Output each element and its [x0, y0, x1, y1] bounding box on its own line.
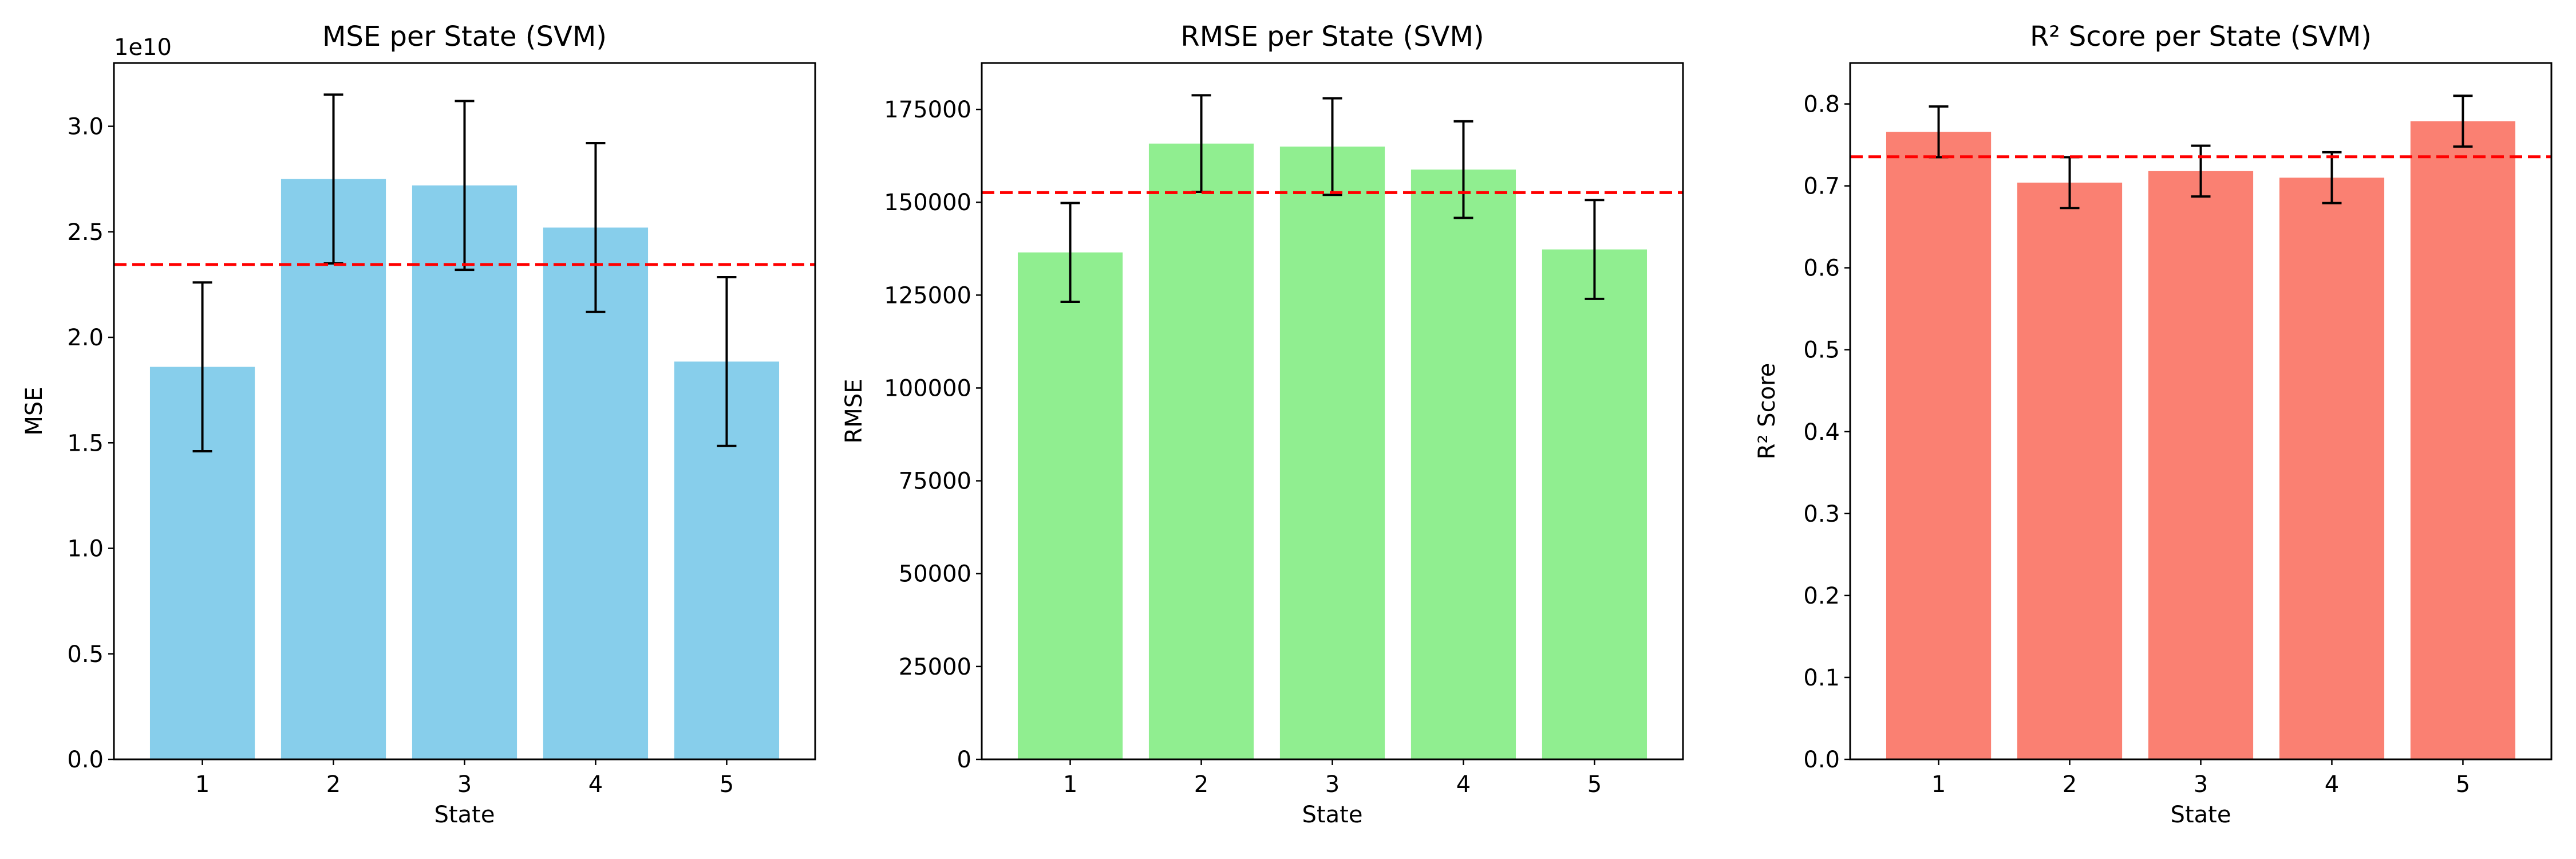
bar-state-3	[1279, 146, 1385, 759]
y-tick-label: 150000	[884, 190, 971, 216]
error-bar-state-4	[586, 142, 606, 313]
chart-title: RMSE per State (SVM)	[1180, 21, 1484, 53]
y-tick-label: 50000	[899, 561, 971, 588]
x-tick-label: 1	[195, 771, 210, 798]
x-tick-label: 1	[1063, 771, 1077, 798]
bar-state-5	[1542, 249, 1647, 759]
chart-panel-3: 0.0 0.1 0.2 0.3 0.4 0.5 0.6 0.7 0.8 1 2 3 4 5 R² Score…	[1754, 21, 2553, 828]
bar-state-2	[2017, 182, 2123, 760]
y-tick-label: 0.5	[1803, 337, 1840, 364]
chart-panel-2: 0 25000 50000 75000 100000 125000 150000 175000…	[841, 21, 1684, 828]
y-tick-label: 0.7	[1803, 174, 1840, 200]
y-tick-label: 0.3	[1803, 501, 1840, 527]
error-bar-state-4	[2322, 151, 2342, 204]
chart-panel-1: 0.0 0.5 1.0 1.5 2.0 2.5 3.0 1 2 3 4 5 MSE per State …	[21, 21, 816, 828]
x-axis-label: State	[1302, 802, 1363, 828]
bar-state-3	[412, 185, 517, 760]
x-axis-label: State	[2171, 802, 2231, 828]
y-tick-label: 0.8	[1803, 92, 1840, 118]
y-axis-label: R² Score	[1754, 363, 1780, 460]
x-tick-label: 5	[1587, 771, 1602, 798]
error-bar-state-1	[1060, 202, 1080, 304]
x-tick-label: 4	[588, 771, 603, 798]
x-tick-label: 4	[2325, 771, 2339, 798]
y-tick-label: 0.6	[1803, 255, 1840, 282]
y-tick-label: 2.0	[67, 325, 104, 351]
y-tick-label: 1.0	[67, 536, 104, 562]
bar-state-4	[2279, 178, 2385, 759]
y-tick-label: 3.0	[67, 114, 104, 140]
y-axis-label: MSE	[21, 387, 48, 435]
x-tick-label: 4	[1456, 771, 1471, 798]
y-tick-label: 75000	[899, 468, 971, 495]
error-bar-state-3	[2191, 144, 2211, 198]
y-tick-label: 125000	[884, 282, 971, 309]
x-tick-label: 3	[457, 771, 472, 798]
y-tick-label: 100000	[884, 375, 971, 401]
error-bar-state-5	[1585, 199, 1605, 300]
y-tick-label: 0.0	[67, 747, 104, 773]
y-axis-label: RMSE	[841, 379, 867, 444]
bar-state-1	[1886, 132, 1992, 759]
y-tick-label: 1.5	[67, 430, 104, 456]
x-axis-label: State	[434, 802, 495, 828]
y-tick-label: 25000	[899, 654, 971, 680]
x-tick-label: 3	[2194, 771, 2208, 798]
y-tick-label: 0.2	[1803, 583, 1840, 609]
bar-state-5	[2410, 121, 2516, 759]
y-tick-label: 2.5	[67, 219, 104, 246]
y-tick-label: 175000	[884, 97, 971, 123]
y-tick-label: 0	[957, 747, 971, 773]
bar-state-1	[1017, 252, 1123, 759]
error-bar-state-5	[717, 276, 737, 447]
y-tick-label: 0.5	[67, 641, 104, 668]
x-tick-label: 3	[1325, 771, 1340, 798]
y-offset-label: 1e10	[114, 34, 172, 61]
bar-state-3	[2148, 171, 2254, 759]
x-tick-label: 2	[326, 771, 341, 798]
error-bar-state-1	[192, 281, 212, 453]
x-tick-label: 2	[1194, 771, 1208, 798]
error-bar-state-3	[1322, 97, 1342, 196]
x-tick-label: 2	[2063, 771, 2077, 798]
bar-state-2	[280, 179, 386, 760]
error-bar-state-5	[2453, 94, 2473, 148]
error-bar-state-3	[455, 100, 475, 271]
x-tick-label: 5	[2456, 771, 2470, 798]
bar-state-4	[1411, 170, 1516, 760]
y-tick-label: 0.1	[1803, 665, 1840, 691]
bar-state-2	[1148, 143, 1254, 760]
bar-state-4	[543, 227, 649, 759]
chart-title: R² Score per State (SVM)	[2030, 21, 2372, 53]
chart-title: MSE per State (SVM)	[322, 21, 607, 53]
x-tick-label: 1	[1931, 771, 1946, 798]
error-bar-state-4	[1453, 120, 1473, 219]
y-tick-label: 0.0	[1803, 747, 1840, 773]
x-tick-label: 5	[720, 771, 734, 798]
y-tick-label: 0.4	[1803, 419, 1840, 446]
